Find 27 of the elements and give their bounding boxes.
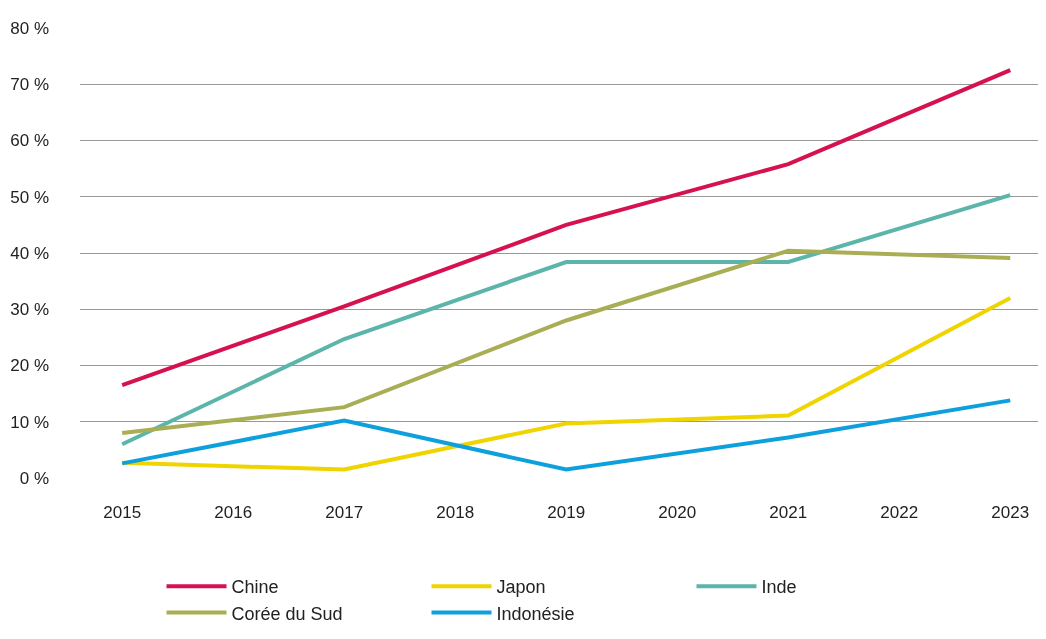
y-tick-label: 60 % xyxy=(10,131,49,151)
x-tick-label: 2017 xyxy=(325,503,364,522)
y-tick-label: 80 % xyxy=(10,18,49,38)
y-tick-label: 20 % xyxy=(10,356,49,376)
legend-label: Corée du Sud xyxy=(231,603,343,624)
y-tick-label: 40 % xyxy=(10,243,49,263)
y-tick-label: 0 % xyxy=(19,468,49,488)
line-series xyxy=(120,193,1013,447)
y-tick-label: 10 % xyxy=(10,412,49,432)
y-tick-label: 30 % xyxy=(10,300,49,320)
x-tick-label: 2023 xyxy=(991,503,1030,522)
line-series xyxy=(120,248,1013,435)
y-tick-label: 50 % xyxy=(10,187,49,207)
legend-label: Inde xyxy=(761,577,797,598)
line-series xyxy=(120,68,1013,388)
x-tick-label: 2016 xyxy=(214,503,253,522)
line-series xyxy=(120,398,1013,472)
x-tick-label: 2021 xyxy=(769,503,808,522)
x-tick-label: 2019 xyxy=(547,503,586,522)
x-tick-label: 2015 xyxy=(103,503,142,522)
legend-label: Japon xyxy=(496,577,546,598)
legend-label: Chine xyxy=(231,577,279,598)
x-tick-label: 2020 xyxy=(658,503,697,522)
x-tick-label: 2018 xyxy=(436,503,475,522)
x-tick-label: 2022 xyxy=(880,503,919,522)
legend-label: Indonésie xyxy=(496,603,575,624)
y-tick-label: 70 % xyxy=(10,75,49,95)
